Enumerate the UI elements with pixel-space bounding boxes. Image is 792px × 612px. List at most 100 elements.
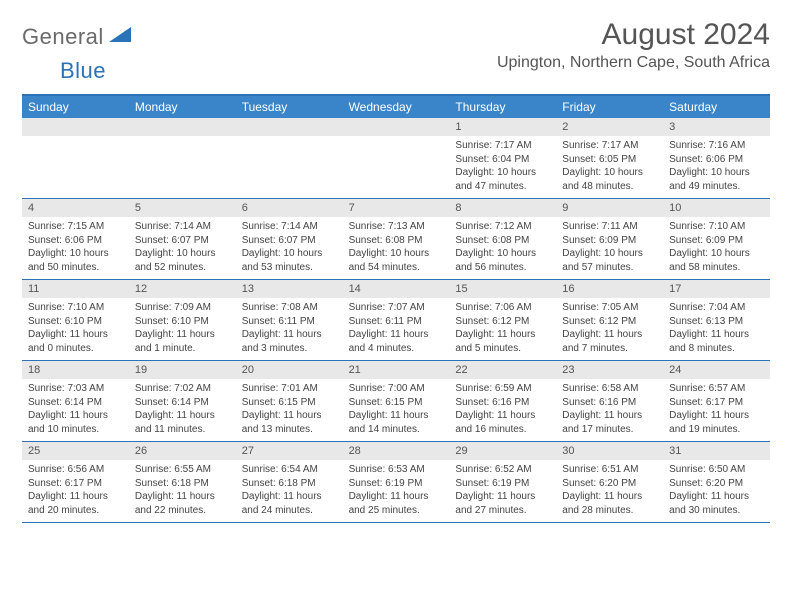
sunset-line: Sunset: 6:13 PM	[669, 315, 764, 329]
sunset-line: Sunset: 6:06 PM	[28, 234, 123, 248]
daylight-line: Daylight: 10 hours and 54 minutes.	[349, 247, 444, 274]
sunrise-line: Sunrise: 7:01 AM	[242, 382, 337, 396]
sunrise-line: Sunrise: 7:07 AM	[349, 301, 444, 315]
day-cell: 14Sunrise: 7:07 AMSunset: 6:11 PMDayligh…	[343, 280, 450, 360]
sunset-line: Sunset: 6:06 PM	[669, 153, 764, 167]
week-row: 18Sunrise: 7:03 AMSunset: 6:14 PMDayligh…	[22, 361, 770, 442]
day-cell: 30Sunrise: 6:51 AMSunset: 6:20 PMDayligh…	[556, 442, 663, 522]
daylight-line: Daylight: 11 hours and 30 minutes.	[669, 490, 764, 517]
day-cell: 24Sunrise: 6:57 AMSunset: 6:17 PMDayligh…	[663, 361, 770, 441]
sunrise-line: Sunrise: 7:06 AM	[455, 301, 550, 315]
calendar: SundayMondayTuesdayWednesdayThursdayFrid…	[22, 94, 770, 523]
sunset-line: Sunset: 6:10 PM	[28, 315, 123, 329]
day-cell: 8Sunrise: 7:12 AMSunset: 6:08 PMDaylight…	[449, 199, 556, 279]
sunset-line: Sunset: 6:16 PM	[455, 396, 550, 410]
day-cell: 15Sunrise: 7:06 AMSunset: 6:12 PMDayligh…	[449, 280, 556, 360]
day-body: Sunrise: 7:17 AMSunset: 6:05 PMDaylight:…	[556, 136, 663, 198]
day-number: 8	[449, 199, 556, 217]
day-cell: 31Sunrise: 6:50 AMSunset: 6:20 PMDayligh…	[663, 442, 770, 522]
day-body: Sunrise: 6:54 AMSunset: 6:18 PMDaylight:…	[236, 460, 343, 522]
day-cell: 25Sunrise: 6:56 AMSunset: 6:17 PMDayligh…	[22, 442, 129, 522]
daylight-line: Daylight: 11 hours and 16 minutes.	[455, 409, 550, 436]
day-number: 26	[129, 442, 236, 460]
day-number: 28	[343, 442, 450, 460]
sunset-line: Sunset: 6:16 PM	[562, 396, 657, 410]
day-body: Sunrise: 7:07 AMSunset: 6:11 PMDaylight:…	[343, 298, 450, 360]
daylight-line: Daylight: 10 hours and 48 minutes.	[562, 166, 657, 193]
daylight-line: Daylight: 11 hours and 22 minutes.	[135, 490, 230, 517]
day-cell: 13Sunrise: 7:08 AMSunset: 6:11 PMDayligh…	[236, 280, 343, 360]
sunset-line: Sunset: 6:19 PM	[455, 477, 550, 491]
day-body	[236, 136, 343, 198]
day-body: Sunrise: 7:02 AMSunset: 6:14 PMDaylight:…	[129, 379, 236, 441]
day-number: 29	[449, 442, 556, 460]
day-body: Sunrise: 7:13 AMSunset: 6:08 PMDaylight:…	[343, 217, 450, 279]
day-cell: 20Sunrise: 7:01 AMSunset: 6:15 PMDayligh…	[236, 361, 343, 441]
sunrise-line: Sunrise: 7:10 AM	[669, 220, 764, 234]
day-number: 9	[556, 199, 663, 217]
sunrise-line: Sunrise: 7:10 AM	[28, 301, 123, 315]
sunset-line: Sunset: 6:09 PM	[669, 234, 764, 248]
logo-text-general: General	[22, 24, 104, 50]
daylight-line: Daylight: 11 hours and 7 minutes.	[562, 328, 657, 355]
sunset-line: Sunset: 6:19 PM	[349, 477, 444, 491]
day-number	[236, 118, 343, 136]
day-cell: 2Sunrise: 7:17 AMSunset: 6:05 PMDaylight…	[556, 118, 663, 198]
day-number: 7	[343, 199, 450, 217]
day-cell: 12Sunrise: 7:09 AMSunset: 6:10 PMDayligh…	[129, 280, 236, 360]
sunrise-line: Sunrise: 7:03 AM	[28, 382, 123, 396]
day-cell: 26Sunrise: 6:55 AMSunset: 6:18 PMDayligh…	[129, 442, 236, 522]
day-body: Sunrise: 6:53 AMSunset: 6:19 PMDaylight:…	[343, 460, 450, 522]
day-number: 14	[343, 280, 450, 298]
day-body: Sunrise: 7:17 AMSunset: 6:04 PMDaylight:…	[449, 136, 556, 198]
daylight-line: Daylight: 10 hours and 52 minutes.	[135, 247, 230, 274]
day-cell: 21Sunrise: 7:00 AMSunset: 6:15 PMDayligh…	[343, 361, 450, 441]
daylight-line: Daylight: 11 hours and 11 minutes.	[135, 409, 230, 436]
day-body: Sunrise: 7:03 AMSunset: 6:14 PMDaylight:…	[22, 379, 129, 441]
day-number: 1	[449, 118, 556, 136]
daylight-line: Daylight: 11 hours and 0 minutes.	[28, 328, 123, 355]
sunset-line: Sunset: 6:18 PM	[135, 477, 230, 491]
day-number: 20	[236, 361, 343, 379]
daylight-line: Daylight: 11 hours and 4 minutes.	[349, 328, 444, 355]
sunrise-line: Sunrise: 6:56 AM	[28, 463, 123, 477]
day-number: 16	[556, 280, 663, 298]
sunset-line: Sunset: 6:11 PM	[242, 315, 337, 329]
day-cell: 28Sunrise: 6:53 AMSunset: 6:19 PMDayligh…	[343, 442, 450, 522]
day-number: 10	[663, 199, 770, 217]
day-body: Sunrise: 7:09 AMSunset: 6:10 PMDaylight:…	[129, 298, 236, 360]
daylight-line: Daylight: 11 hours and 8 minutes.	[669, 328, 764, 355]
day-number: 6	[236, 199, 343, 217]
day-body: Sunrise: 6:52 AMSunset: 6:19 PMDaylight:…	[449, 460, 556, 522]
month-title: August 2024	[497, 18, 770, 52]
week-row: 25Sunrise: 6:56 AMSunset: 6:17 PMDayligh…	[22, 442, 770, 523]
day-body: Sunrise: 7:15 AMSunset: 6:06 PMDaylight:…	[22, 217, 129, 279]
daylight-line: Daylight: 10 hours and 49 minutes.	[669, 166, 764, 193]
daylight-line: Daylight: 10 hours and 53 minutes.	[242, 247, 337, 274]
day-header-cell: Friday	[556, 96, 663, 118]
day-cell	[129, 118, 236, 198]
day-header-cell: Wednesday	[343, 96, 450, 118]
daylight-line: Daylight: 11 hours and 28 minutes.	[562, 490, 657, 517]
day-header-cell: Monday	[129, 96, 236, 118]
sunrise-line: Sunrise: 7:02 AM	[135, 382, 230, 396]
sunrise-line: Sunrise: 7:17 AM	[562, 139, 657, 153]
day-header-cell: Tuesday	[236, 96, 343, 118]
sunset-line: Sunset: 6:07 PM	[135, 234, 230, 248]
day-cell: 6Sunrise: 7:14 AMSunset: 6:07 PMDaylight…	[236, 199, 343, 279]
sunrise-line: Sunrise: 6:53 AM	[349, 463, 444, 477]
day-body: Sunrise: 7:16 AMSunset: 6:06 PMDaylight:…	[663, 136, 770, 198]
day-body: Sunrise: 7:14 AMSunset: 6:07 PMDaylight:…	[236, 217, 343, 279]
day-cell: 4Sunrise: 7:15 AMSunset: 6:06 PMDaylight…	[22, 199, 129, 279]
day-cell: 18Sunrise: 7:03 AMSunset: 6:14 PMDayligh…	[22, 361, 129, 441]
day-header-cell: Sunday	[22, 96, 129, 118]
sunset-line: Sunset: 6:11 PM	[349, 315, 444, 329]
day-number: 23	[556, 361, 663, 379]
day-number: 15	[449, 280, 556, 298]
day-body: Sunrise: 6:57 AMSunset: 6:17 PMDaylight:…	[663, 379, 770, 441]
sunset-line: Sunset: 6:14 PM	[135, 396, 230, 410]
day-body	[343, 136, 450, 198]
sunset-line: Sunset: 6:05 PM	[562, 153, 657, 167]
sunset-line: Sunset: 6:18 PM	[242, 477, 337, 491]
daylight-line: Daylight: 10 hours and 47 minutes.	[455, 166, 550, 193]
